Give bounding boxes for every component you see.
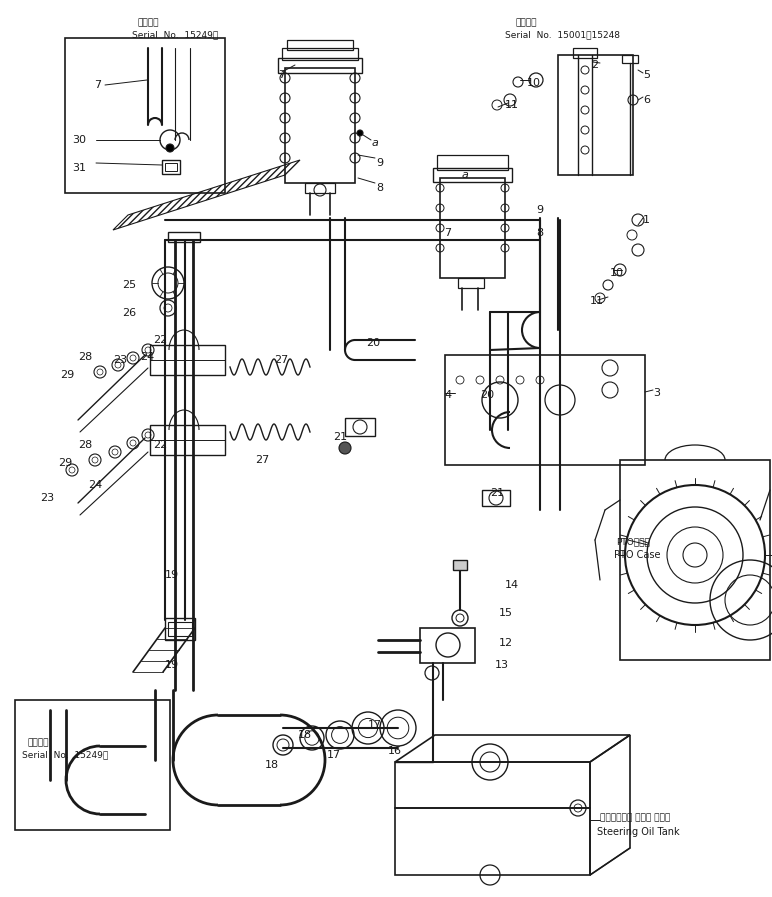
Text: 12: 12 [499, 638, 513, 648]
Text: 4: 4 [444, 390, 451, 400]
Text: 22: 22 [153, 440, 168, 450]
Bar [282, 48, 358, 60]
Bar [165, 163, 177, 171]
Bar [168, 622, 192, 636]
Bar [458, 278, 484, 288]
Bar [15, 700, 170, 830]
Text: 16: 16 [388, 746, 402, 756]
Text: 19: 19 [165, 570, 179, 580]
Text: 25: 25 [122, 280, 136, 290]
Text: 7: 7 [94, 80, 101, 90]
Text: 3: 3 [653, 388, 660, 398]
Text: 10: 10 [527, 78, 541, 88]
Text: 18: 18 [298, 730, 312, 740]
Text: 20: 20 [480, 390, 494, 400]
Circle shape [357, 130, 363, 136]
Text: 17: 17 [327, 750, 341, 760]
Text: 28: 28 [78, 352, 92, 362]
Text: 2: 2 [591, 60, 598, 70]
Text: 29: 29 [60, 370, 74, 380]
Bar [440, 178, 505, 278]
Text: 8: 8 [376, 183, 383, 193]
Text: 15: 15 [499, 608, 513, 618]
Text: 8: 8 [536, 228, 543, 238]
Bar [345, 418, 375, 436]
Text: a: a [462, 170, 469, 180]
Text: 7: 7 [278, 70, 285, 80]
Text: 11: 11 [590, 296, 604, 306]
Bar [573, 48, 597, 58]
Bar [278, 58, 362, 73]
Bar [150, 440, 225, 455]
Bar [65, 38, 225, 193]
Text: 19: 19 [165, 660, 179, 670]
Text: Serial  No.  15249〜: Serial No. 15249〜 [22, 750, 108, 759]
Text: 24: 24 [88, 480, 102, 490]
Text: 27: 27 [255, 455, 269, 465]
Text: PTOケース: PTOケース [616, 537, 650, 546]
Text: 14: 14 [505, 580, 519, 590]
Bar [150, 360, 225, 375]
Bar [622, 55, 638, 63]
Text: Serial  No.  15249〜: Serial No. 15249〜 [132, 30, 218, 39]
Text: Steering Oil Tank: Steering Oil Tank [597, 827, 679, 837]
Circle shape [166, 144, 174, 152]
Bar [150, 345, 225, 375]
Text: 6: 6 [643, 95, 650, 105]
Text: 10: 10 [610, 268, 624, 278]
Text: 23: 23 [40, 493, 54, 503]
Bar [482, 490, 510, 506]
Text: 9: 9 [536, 205, 543, 215]
Text: Serial  No.  15001〜15248: Serial No. 15001〜15248 [505, 30, 620, 39]
Text: 18: 18 [265, 760, 279, 770]
Text: 13: 13 [495, 660, 509, 670]
Text: 11: 11 [505, 100, 519, 110]
Text: 20: 20 [366, 338, 380, 348]
Bar [437, 155, 508, 170]
Text: 27: 27 [274, 355, 288, 365]
Text: 21: 21 [490, 488, 504, 498]
Bar [558, 55, 633, 175]
Text: 適用号機: 適用号機 [138, 18, 160, 27]
Text: 28: 28 [78, 440, 92, 450]
Text: 21: 21 [333, 432, 347, 442]
Bar [162, 160, 180, 174]
Bar [453, 560, 467, 570]
Text: 24: 24 [140, 352, 154, 362]
Text: 26: 26 [122, 308, 136, 318]
Bar [287, 40, 353, 50]
Text: 1: 1 [643, 215, 650, 225]
Bar [305, 183, 335, 193]
Text: 17: 17 [368, 720, 382, 730]
Text: 30: 30 [72, 135, 86, 145]
Text: a: a [372, 138, 379, 148]
Text: 適用号機: 適用号機 [516, 18, 537, 27]
Text: 5: 5 [643, 70, 650, 80]
Bar [445, 355, 645, 465]
Text: 7: 7 [444, 228, 451, 238]
Text: 適用号機: 適用号機 [28, 738, 49, 747]
Text: 29: 29 [58, 458, 73, 468]
Bar [433, 168, 512, 182]
Bar [420, 628, 475, 663]
Text: PTO Case: PTO Case [614, 550, 661, 560]
Bar [285, 68, 355, 183]
Text: 31: 31 [72, 163, 86, 173]
Bar [620, 460, 770, 660]
Text: 22: 22 [153, 335, 168, 345]
Text: 9: 9 [376, 158, 383, 168]
Bar [168, 232, 200, 242]
Text: 23: 23 [113, 355, 127, 365]
Text: ステアリング オイル タンク: ステアリング オイル タンク [600, 813, 670, 822]
Circle shape [339, 442, 351, 454]
Bar [150, 425, 225, 455]
Bar [165, 618, 195, 640]
